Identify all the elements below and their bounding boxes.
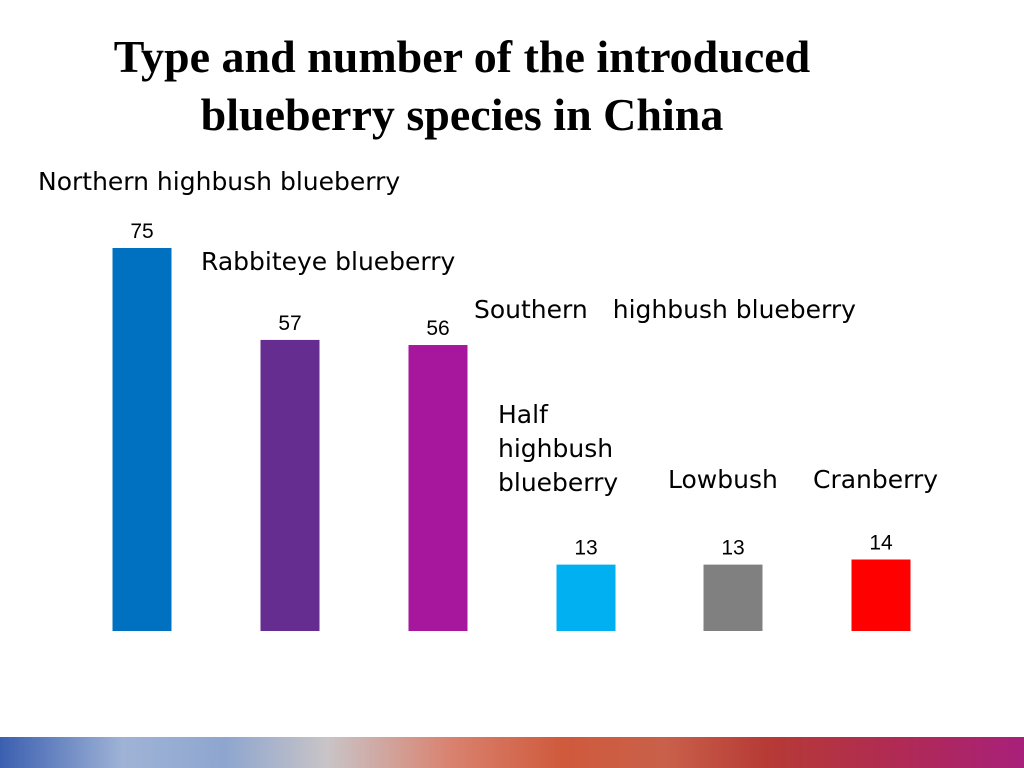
bar-0: [112, 248, 172, 631]
category-label-southern-highbush: Southern highbush blueberry: [474, 295, 856, 324]
bar-5: [851, 559, 911, 631]
bar-4: [703, 564, 763, 631]
category-label-half-highbush: Half highbush blueberry: [498, 400, 619, 497]
category-label-cranberry: Cranberry: [813, 465, 939, 494]
category-label-lowbush: Lowbush: [668, 465, 778, 494]
slide-title: Type and number of the introduced bluebe…: [0, 28, 924, 144]
value-label-3: 13: [574, 537, 597, 560]
category-label-rabbiteye: Rabbiteye blueberry: [201, 247, 456, 276]
value-label-0: 75: [130, 220, 153, 243]
bar-1: [260, 339, 320, 631]
bar-2: [408, 345, 468, 631]
category-label-northern-highbush: Northern highbush blueberry: [38, 167, 401, 196]
title-line-1: Type and number of the introduced: [113, 31, 811, 82]
value-label-1: 57: [278, 312, 301, 335]
value-label-2: 56: [426, 317, 449, 340]
bar-3: [556, 564, 616, 631]
value-label-4: 13: [721, 537, 744, 560]
title-line-2: blueberry species in China: [200, 89, 724, 140]
value-label-5: 14: [869, 532, 893, 555]
decorative-footer-band: [0, 737, 1024, 768]
